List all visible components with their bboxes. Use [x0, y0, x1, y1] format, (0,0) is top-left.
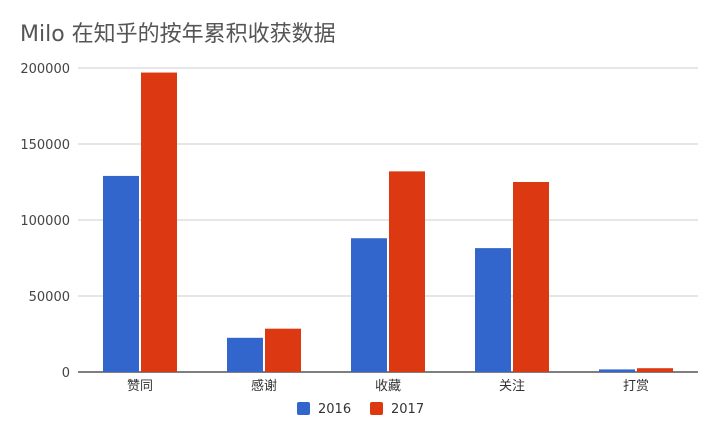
y-tick-label: 200000: [20, 62, 70, 77]
bar-2016-3: [475, 248, 511, 372]
bar-2016-2: [351, 238, 387, 372]
legend-swatch-2017: [370, 402, 383, 415]
bar-2017-0: [141, 72, 177, 372]
y-tick-label: 100000: [20, 214, 70, 229]
chart-title: Milo 在知乎的按年累积收获数据: [20, 22, 336, 47]
x-tick-label: 打赏: [623, 379, 649, 394]
legend-swatch-2016: [297, 402, 310, 415]
x-tick-label: 收藏: [375, 379, 401, 394]
bar-2017-4: [637, 368, 673, 372]
bar-2017-3: [513, 182, 549, 372]
bar-2016-0: [103, 175, 139, 372]
bar-2016-4: [599, 369, 635, 372]
legend-label: 2017: [391, 402, 424, 417]
bar-2016-1: [227, 337, 263, 372]
legend-label: 2016: [318, 402, 351, 417]
y-tick-label: 50000: [29, 290, 70, 305]
x-tick-label: 感谢: [251, 378, 277, 394]
y-tick-label: 150000: [20, 138, 70, 153]
x-tick-label: 关注: [499, 379, 525, 394]
bar-2017-2: [389, 171, 425, 372]
x-tick-label: 赞同: [127, 379, 153, 394]
y-tick-label: 0: [62, 366, 70, 381]
bar-2017-1: [265, 328, 301, 372]
